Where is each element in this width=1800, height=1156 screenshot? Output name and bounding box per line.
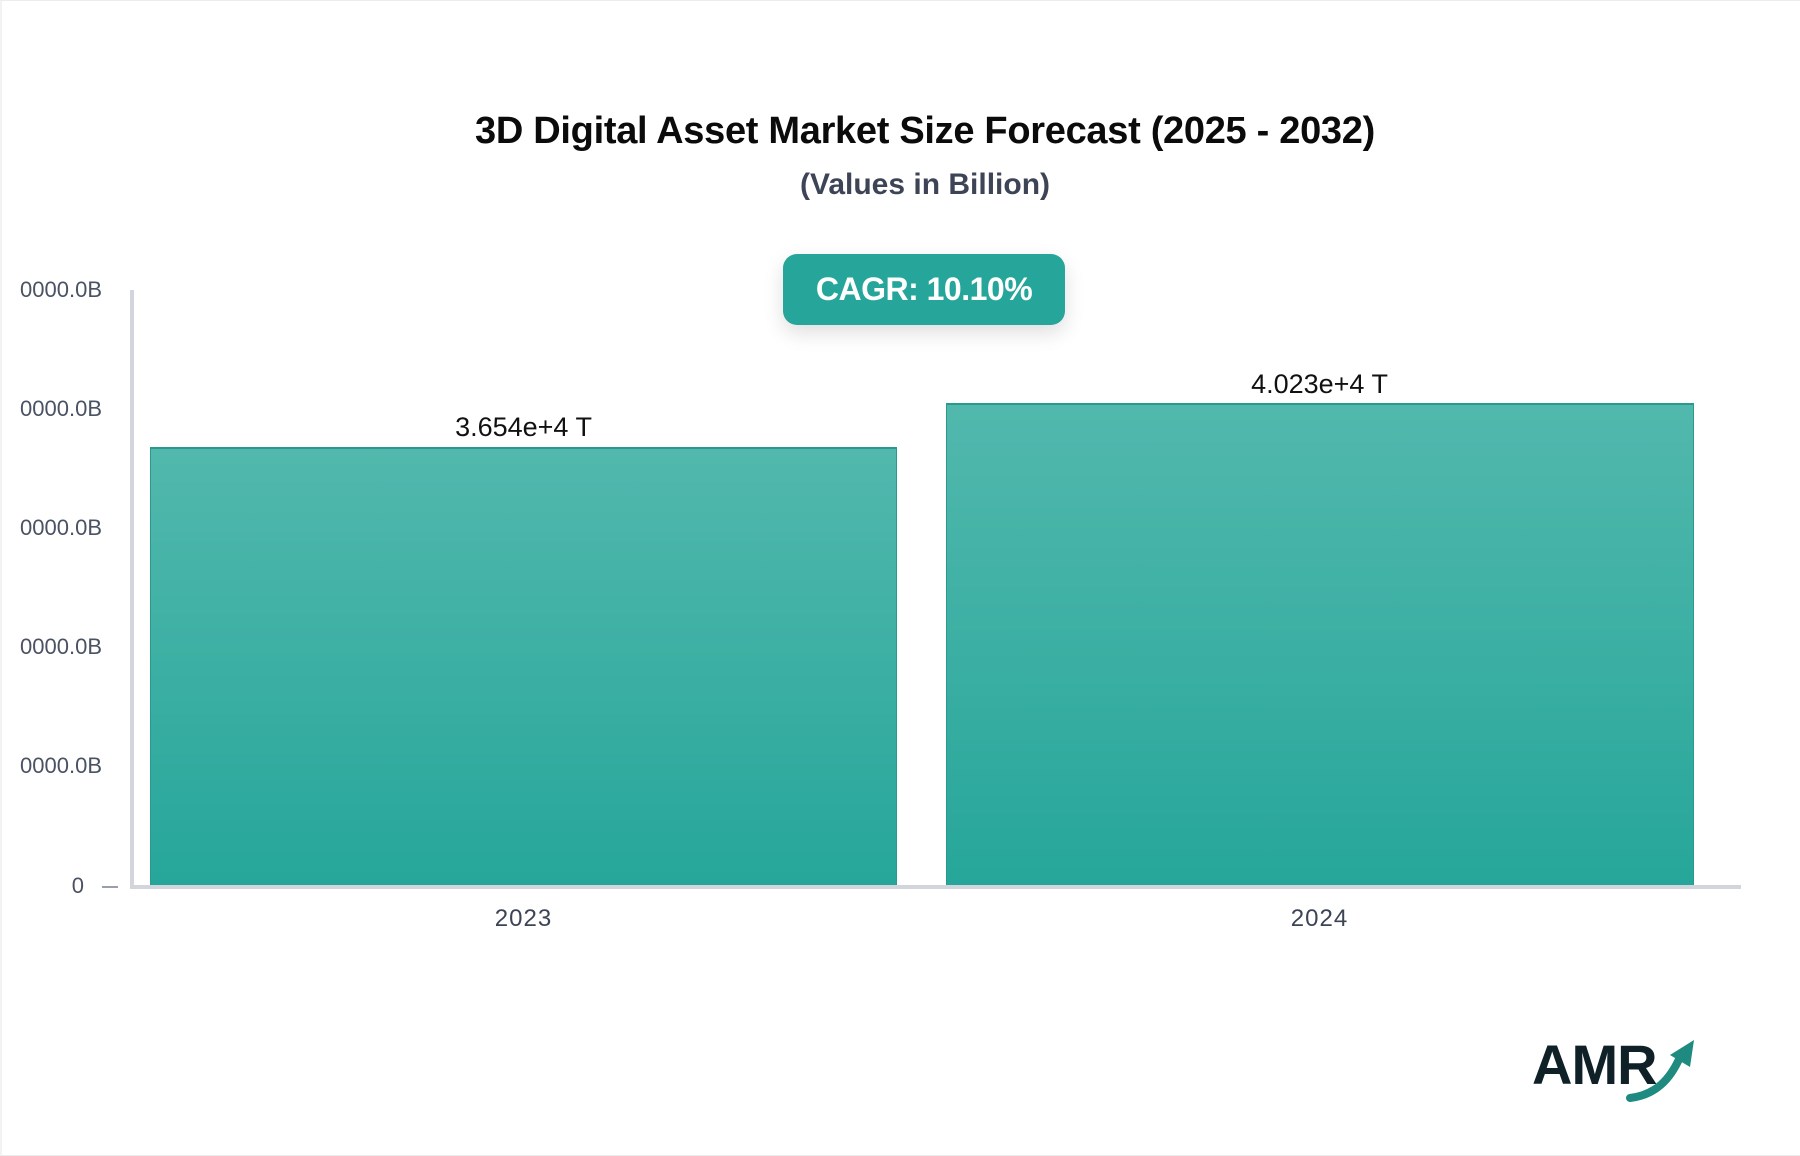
x-tick-label: 2023 <box>494 905 553 932</box>
y-tick-label: 0000.0B <box>20 396 102 421</box>
bar-2024 <box>946 403 1694 887</box>
y-tick-mark <box>102 886 118 888</box>
bar-value-label: 4.023e+4 T <box>1251 369 1388 399</box>
trend-arrow-icon <box>1626 1040 1694 1102</box>
bar-2023 <box>150 447 897 887</box>
bar-value-label: 3.654e+4 T <box>455 412 592 442</box>
y-tick-label: 0 <box>71 873 84 898</box>
chart-subtitle: (Values in Billion) <box>799 168 1051 201</box>
logo-text: AMR <box>1532 1033 1658 1096</box>
y-tick-label: 0000.0B <box>20 634 102 659</box>
amr-logo: AMR <box>1530 1035 1700 1105</box>
y-tick-label: 0000.0B <box>20 753 102 778</box>
x-tick-label: 2024 <box>1290 905 1349 932</box>
chart-title: 3D Digital Asset Market Size Forecast (2… <box>475 110 1375 152</box>
y-tick-label: 0000.0B <box>20 277 102 302</box>
cagr-label: CAGR: 10.10% <box>815 271 1033 307</box>
cagr-badge: CAGR: 10.10% <box>783 254 1065 325</box>
y-axis <box>130 290 134 888</box>
y-tick-label: 0000.0B <box>20 515 102 540</box>
x-axis <box>130 885 1741 889</box>
